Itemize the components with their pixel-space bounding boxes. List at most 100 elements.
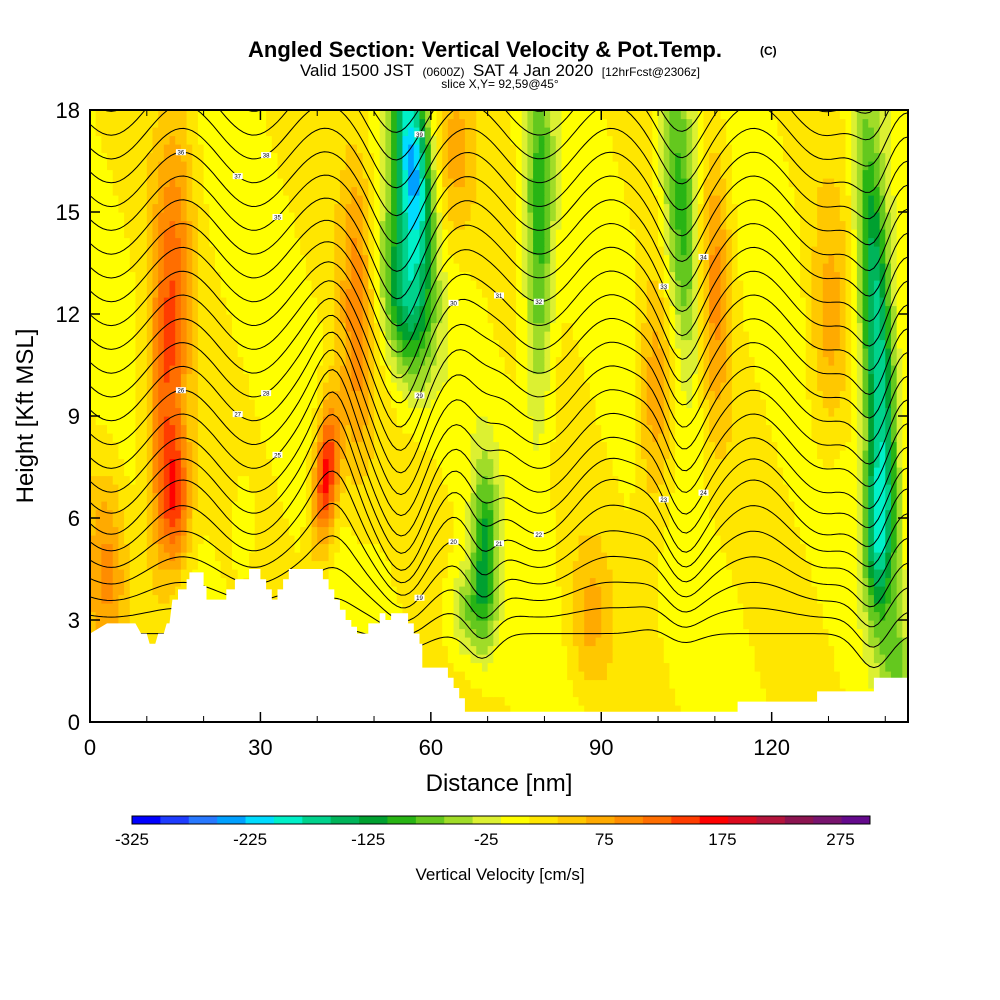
field-cell [118,424,125,434]
field-cell [419,603,426,613]
field-cell [709,637,716,647]
field-cell [834,569,841,579]
field-cell [828,458,835,468]
field-cell [902,671,908,681]
field-cell [470,620,477,630]
field-cell [726,586,733,596]
field-cell [754,611,761,621]
field-cell [425,637,432,647]
field-cell [476,526,483,536]
field-cell [629,637,636,647]
field-cell [95,526,102,536]
field-cell [743,594,750,604]
field-cell [396,518,404,528]
field-cell [652,662,659,672]
field-cell [885,543,892,553]
field-cell [760,645,767,655]
field-cell [283,441,290,451]
field-cell [220,492,227,502]
field-cell [510,645,517,655]
field-cell [158,543,165,553]
field-cell [413,484,421,494]
field-cell [510,509,517,519]
field-cell [652,492,659,502]
field-cell [152,569,159,579]
field-cell [550,620,557,630]
field-cell [714,509,722,519]
field-cell [856,594,864,604]
field-cell [771,628,778,638]
slice-label: slice X,Y= 92,59@45° [441,77,559,91]
field-cell [266,424,273,434]
field-cell [527,433,534,443]
field-cell [90,560,97,570]
field-cell [379,560,386,570]
field-cell [510,543,517,553]
field-cell [163,433,171,443]
field-cell [379,586,386,596]
field-cell [737,611,744,621]
field-cell [334,424,341,434]
field-cell [442,654,449,664]
field-cell [135,552,142,562]
field-cell [300,492,307,502]
field-cell [902,518,908,528]
field-cell [396,441,404,451]
field-cell [237,535,244,545]
field-cell [709,586,716,596]
field-cell [646,543,653,553]
field-cell [572,611,580,621]
field-cell [464,654,472,664]
field-cell [419,637,426,647]
field-cell [243,450,250,460]
field-cell [334,467,341,477]
field-cell [209,492,216,502]
field-cell [623,552,631,562]
field-cell [555,569,563,579]
field-cell [692,603,699,613]
field-cell [885,671,892,681]
field-cell [521,560,528,570]
field-cell [765,492,773,502]
field-cell [374,450,381,460]
field-cell [396,569,404,579]
field-cell [504,552,511,562]
field-cell [623,560,631,570]
field-cell [158,501,165,511]
field-cell [783,679,790,689]
field-cell [714,603,722,613]
field-cell [192,535,199,545]
field-cell [856,535,864,545]
field-cell [481,620,489,630]
field-cell [470,424,477,434]
field-cell [163,475,171,485]
field-cell [521,441,528,451]
field-cell [788,433,795,443]
field-cell [646,518,653,528]
field-cell [771,492,778,502]
field-cell [476,696,483,706]
field-cell [351,603,358,613]
field-cell [413,518,421,528]
field-cell [351,620,358,630]
field-cell [595,484,602,494]
field-cell [828,492,835,502]
field-cell [379,501,386,511]
field-cell [493,654,500,664]
field-cell [794,645,801,655]
field-cell [555,620,563,630]
field-cell [822,671,830,681]
field-cell [612,518,619,528]
field-cell [703,484,710,494]
field-cell [277,484,284,494]
field-cell [317,518,324,528]
field-cell [555,577,563,587]
field-cell [726,501,733,511]
field-cell [288,424,296,434]
field-cell [720,441,727,451]
field-cell [294,424,301,434]
field-cell [748,620,756,630]
field-cell [760,586,767,596]
field-cell [663,441,671,451]
field-cell [146,611,154,621]
